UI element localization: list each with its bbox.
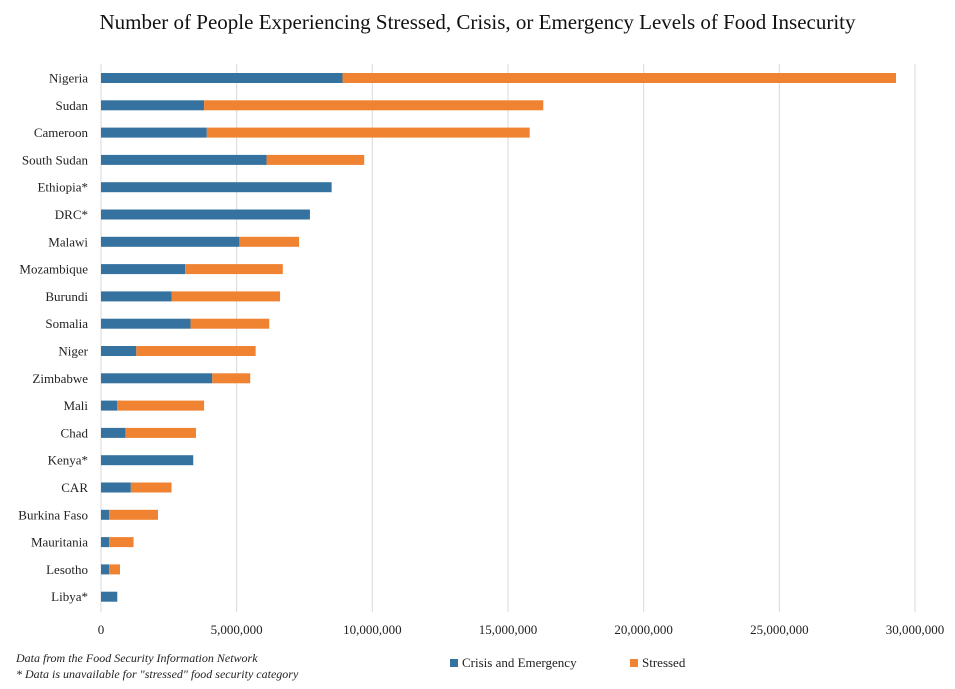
bar-crisis-emergency [101, 427, 126, 438]
bar-stressed [206, 127, 530, 138]
bar-stressed [136, 346, 256, 356]
bar-crisis-emergency [101, 509, 110, 520]
bar-stressed [130, 482, 172, 493]
legend-swatch-stressed [630, 659, 638, 667]
bar-crisis-emergency [101, 154, 267, 165]
bar-crisis-emergency [101, 73, 343, 83]
legend-swatch-crisis [450, 659, 458, 667]
bar-stressed [190, 318, 270, 329]
category-label: Somalia [45, 316, 88, 331]
bar-crisis-emergency [101, 291, 172, 302]
legend-label-stressed: Stressed [642, 655, 686, 670]
category-label: Zimbabwe [32, 371, 88, 386]
bar-stressed [109, 564, 120, 575]
category-label: Chad [61, 425, 89, 440]
category-label: Kenya* [48, 453, 88, 468]
category-label: Burundi [45, 289, 88, 304]
x-tick-label: 15,000,000 [479, 622, 538, 637]
bar-crisis-emergency [101, 537, 110, 548]
bar-crisis-emergency [101, 373, 213, 384]
x-tick-label: 5,000,000 [211, 622, 263, 637]
bar-crisis-emergency [101, 455, 194, 466]
bar-crisis-emergency [101, 482, 131, 493]
x-tick-label: 25,000,000 [750, 622, 809, 637]
bar-stressed [239, 236, 300, 247]
bar-stressed [109, 537, 134, 548]
bar-crisis-emergency [101, 318, 191, 329]
bar-crisis-emergency [101, 209, 310, 220]
x-tick-label: 30,000,000 [886, 622, 945, 637]
legend-label-crisis: Crisis and Emergency [462, 655, 577, 670]
legend-item-crisis: Crisis and Emergency [450, 655, 577, 671]
category-label: South Sudan [22, 152, 89, 167]
chart-title: Number of People Experiencing Stressed, … [99, 10, 856, 34]
category-label: Malawi [48, 234, 88, 249]
bar-stressed [117, 400, 205, 411]
bar-crisis-emergency [101, 127, 207, 138]
bar-stressed [171, 291, 281, 302]
bar-stressed [109, 509, 158, 520]
category-label: Nigeria [49, 71, 88, 86]
category-label: DRC* [55, 207, 88, 222]
x-tick-label: 10,000,000 [343, 622, 402, 637]
x-tick-label: 0 [98, 622, 105, 637]
category-labels: Nigeria Sudan Cameroon South Sudan Ethiopia*… [18, 71, 88, 605]
gridlines [236, 64, 916, 612]
category-label: Mauritania [31, 535, 88, 550]
bars [101, 73, 897, 602]
bar-crisis-emergency [101, 564, 110, 575]
category-label: Mali [63, 398, 88, 413]
category-label: Ethiopia* [37, 180, 88, 195]
category-label: CAR [61, 480, 88, 495]
bar-stressed [212, 373, 251, 384]
category-label: Lesotho [46, 562, 88, 577]
category-label: Mozambique [19, 262, 88, 277]
bar-stressed [266, 154, 365, 165]
category-label: Burkina Faso [18, 507, 88, 522]
bar-crisis-emergency [101, 264, 186, 275]
x-axis: 0 5,000,000 10,000,000 15,000,000 20,000,000… [98, 64, 945, 637]
bar-crisis-emergency [101, 100, 205, 111]
bar-stressed [204, 100, 544, 111]
bar-crisis-emergency [101, 591, 118, 602]
bar-stressed [342, 73, 897, 83]
bar-stressed [125, 427, 196, 438]
bar-crisis-emergency [101, 346, 137, 356]
category-label: Libya* [51, 589, 88, 604]
source-note: Data from the Food Security Information … [16, 651, 258, 665]
category-label: Niger [58, 344, 88, 359]
legend-item-stressed: Stressed [630, 655, 685, 671]
bar-stressed [185, 264, 283, 275]
category-label: Cameroon [34, 125, 89, 140]
bar-crisis-emergency [101, 182, 332, 193]
bar-crisis-emergency [101, 400, 118, 411]
category-label: Sudan [56, 98, 89, 113]
x-tick-label: 20,000,000 [614, 622, 673, 637]
bar-crisis-emergency [101, 236, 240, 247]
asterisk-note: * Data is unavailable for "stressed" foo… [16, 667, 299, 681]
